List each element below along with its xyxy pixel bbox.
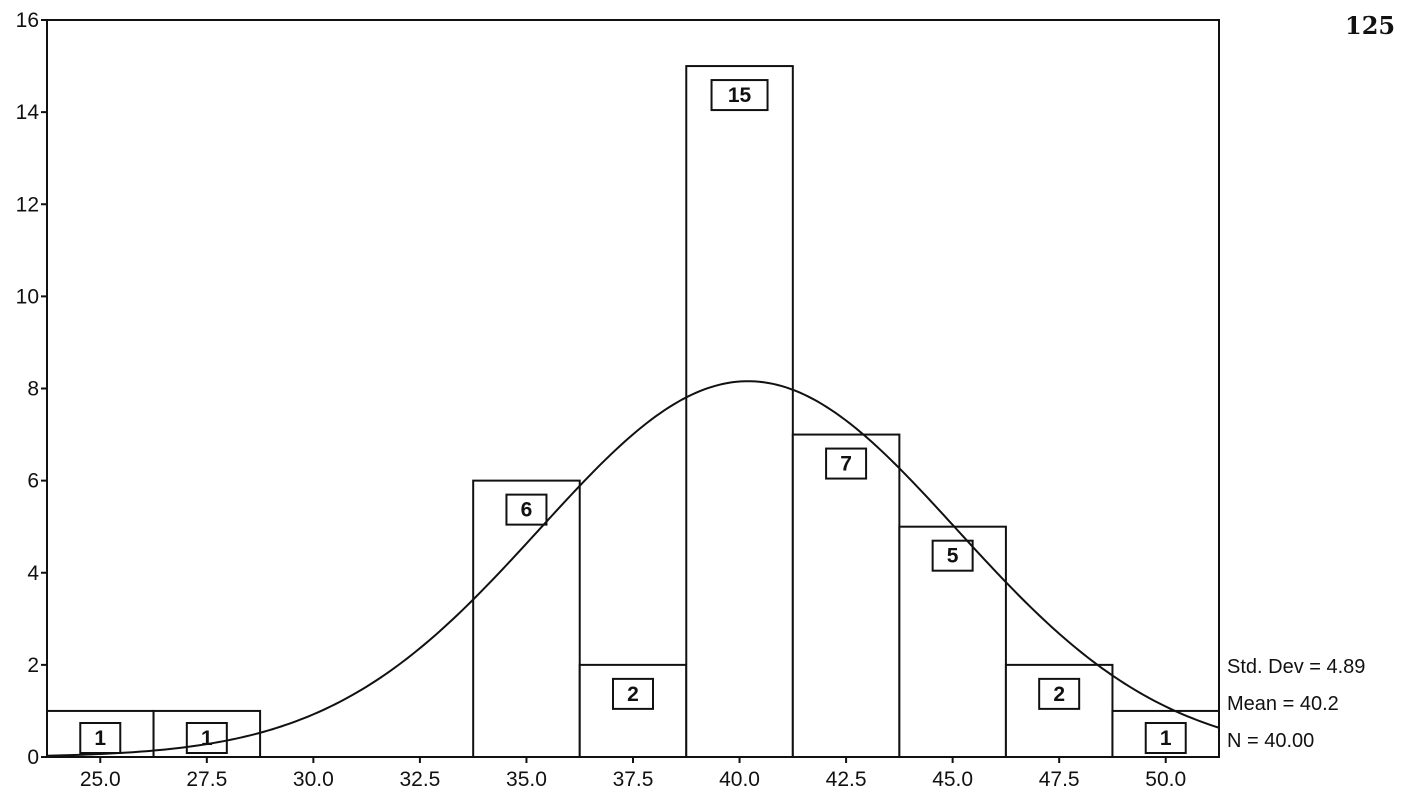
count-labels-layer: 1 1 6 2 15 7 5 2 1: [79, 79, 1187, 754]
page-number: 125: [1345, 11, 1395, 40]
n-label: N = 40.00: [1227, 730, 1314, 752]
count-label-text: 15: [728, 84, 752, 107]
count-label-box: [710, 79, 769, 112]
count-label-box: [185, 722, 228, 754]
bar-count-label: 1: [79, 722, 122, 754]
histogram-bar: [685, 65, 794, 758]
histogram-bar: [472, 479, 581, 758]
bar-count-label: 2: [1038, 677, 1081, 710]
bar-count-label: 5: [931, 539, 974, 572]
bar-count-label: 1: [185, 722, 228, 754]
x-tick-label: 40.0: [719, 768, 760, 791]
y-tick-label: 6: [27, 470, 39, 493]
y-tick-label: 14: [16, 101, 40, 124]
bars-layer: [46, 65, 1221, 758]
x-tick-label: 30.0: [293, 768, 334, 791]
x-tick-label: 25.0: [80, 768, 121, 791]
x-tick-label: 45.0: [932, 768, 973, 791]
histogram-bar: [791, 433, 901, 758]
count-label-box: [505, 493, 548, 526]
y-tick-label: 10: [16, 285, 39, 308]
x-tick-label: 47.5: [1039, 768, 1080, 791]
count-label-text: 6: [521, 499, 533, 522]
y-axis: 0 2 4 6 8 10 12 14 16: [16, 9, 47, 769]
x-tick-label: 50.0: [1145, 768, 1186, 791]
count-label-box: [612, 677, 654, 710]
count-label-box: [825, 447, 868, 480]
stats-box: Std. Dev = 4.89 Mean = 40.2 N = 40.00: [1227, 656, 1365, 752]
y-tick-label: 4: [27, 562, 39, 585]
x-tick-label: 32.5: [399, 768, 440, 791]
count-label-text: 7: [840, 453, 852, 476]
x-tick-label: 27.5: [186, 768, 227, 791]
bar-count-label: 1: [1144, 722, 1187, 754]
y-tick-label: 8: [27, 378, 39, 401]
bar-count-label: 2: [612, 677, 654, 710]
bar-count-label: 6: [505, 493, 548, 526]
x-tick-label: 35.0: [506, 768, 547, 791]
count-label-text: 2: [1053, 683, 1065, 706]
std-dev-label: Std. Dev = 4.89: [1227, 656, 1365, 678]
mean-label: Mean = 40.2: [1227, 693, 1339, 715]
count-label-text: 1: [94, 727, 106, 750]
count-label-text: 1: [1160, 727, 1172, 750]
count-label-text: 2: [627, 683, 639, 706]
count-label-text: 5: [947, 545, 959, 568]
y-tick-label: 0: [27, 746, 39, 769]
plot-frame: [46, 19, 1220, 758]
count-label-box: [79, 722, 122, 754]
count-label-box: [931, 539, 974, 572]
x-tick-label: 42.5: [826, 768, 867, 791]
y-tick-label: 12: [16, 193, 39, 216]
count-label-text: 1: [201, 727, 213, 750]
x-tick-label: 37.5: [613, 768, 654, 791]
x-axis: 25.0 27.5 30.0 32.5 35.0 37.5 40.0 42.5 45.0 47.5…: [80, 757, 1186, 791]
bar-count-label: 7: [825, 447, 868, 480]
normal-curve: [46, 380, 1220, 757]
y-tick-label: 2: [27, 654, 39, 677]
count-label-box: [1038, 677, 1081, 710]
count-label-box: [1144, 722, 1187, 754]
y-tick-label: 16: [16, 9, 39, 32]
bar-count-label: 15: [710, 79, 769, 112]
